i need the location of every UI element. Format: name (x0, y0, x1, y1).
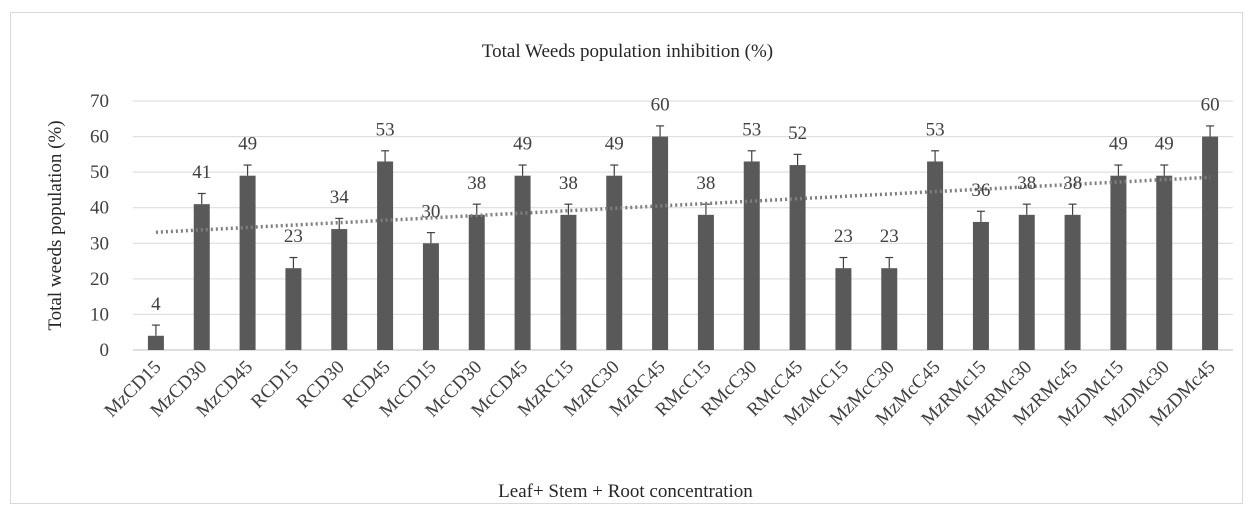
data-label: 4 (151, 294, 161, 315)
y-tick-label: 50 (90, 162, 109, 183)
bar (743, 161, 760, 350)
bar (972, 221, 989, 350)
data-label: 53 (742, 119, 761, 140)
data-label: 23 (880, 226, 899, 247)
bar (468, 214, 485, 350)
category-label: RCD15 (247, 357, 303, 413)
data-label: 38 (467, 173, 486, 194)
bar (927, 161, 944, 350)
data-label: 23 (834, 226, 853, 247)
data-label: 36 (971, 180, 990, 201)
bar (377, 161, 394, 350)
y-tick-label: 40 (90, 198, 109, 219)
bar (1156, 175, 1173, 350)
data-label: 23 (284, 226, 303, 247)
data-label: 38 (696, 173, 715, 194)
y-tick-label: 10 (90, 304, 109, 325)
trendline (155, 175, 1211, 234)
bar (560, 214, 577, 350)
bar (835, 268, 852, 350)
bar (422, 243, 439, 350)
data-label: 49 (1109, 134, 1128, 155)
bar (239, 175, 256, 350)
bar (1018, 214, 1035, 350)
y-axis-ticks: 0 10 20 30 40 50 60 70 (90, 91, 109, 361)
y-tick-label: 0 (100, 340, 110, 361)
y-tick-label: 20 (90, 269, 109, 290)
chart-frame: Total Weeds population inhibition (%) To… (10, 12, 1243, 504)
data-label: 49 (1155, 134, 1174, 155)
data-label: 30 (421, 201, 440, 222)
x-axis-title: Leaf+ Stem + Root concentration (498, 481, 753, 502)
data-label: 53 (376, 119, 395, 140)
data-label: 49 (605, 134, 624, 155)
bar (1110, 175, 1127, 350)
bar-chart: Total Weeds population inhibition (%) To… (45, 41, 1233, 502)
bar (331, 229, 348, 350)
data-label: 53 (926, 119, 945, 140)
bar (514, 175, 531, 350)
bar (1202, 136, 1219, 350)
data-label: 60 (651, 95, 670, 116)
data-label: 49 (238, 134, 257, 155)
data-label: 49 (513, 134, 532, 155)
y-tick-label: 30 (90, 233, 109, 254)
gridlines (133, 100, 1233, 351)
bar (1064, 214, 1081, 350)
data-label: 38 (1017, 173, 1036, 194)
y-tick-label: 70 (90, 91, 109, 112)
data-label: 34 (330, 187, 350, 208)
data-label: 38 (1063, 173, 1082, 194)
bars (147, 125, 1219, 350)
bar (697, 214, 714, 350)
data-label: 60 (1201, 95, 1220, 116)
bar (881, 268, 898, 350)
bar (652, 136, 669, 350)
data-label: 38 (559, 173, 578, 194)
y-axis-title: Total weeds population (%) (45, 120, 66, 330)
data-label: 52 (788, 123, 807, 144)
category-label: RCD30 (293, 357, 349, 413)
bar (147, 335, 164, 350)
bar (606, 175, 623, 350)
chart-title: Total Weeds population inhibition (%) (482, 41, 773, 62)
data-labels: 4 41 49 23 34 53 30 38 49 38 49 60 38 53 52 23 23 53 36 38 3… (151, 95, 1219, 315)
y-tick-label: 60 (90, 127, 109, 148)
data-label: 41 (192, 162, 211, 183)
bar (285, 268, 302, 350)
x-axis-categories: MzCD15MzCD30MzCD45RCD15RCD30RCD45McCD15M… (101, 357, 1220, 431)
bar (193, 204, 210, 350)
bar (789, 165, 806, 350)
trendline-path (155, 175, 1211, 234)
